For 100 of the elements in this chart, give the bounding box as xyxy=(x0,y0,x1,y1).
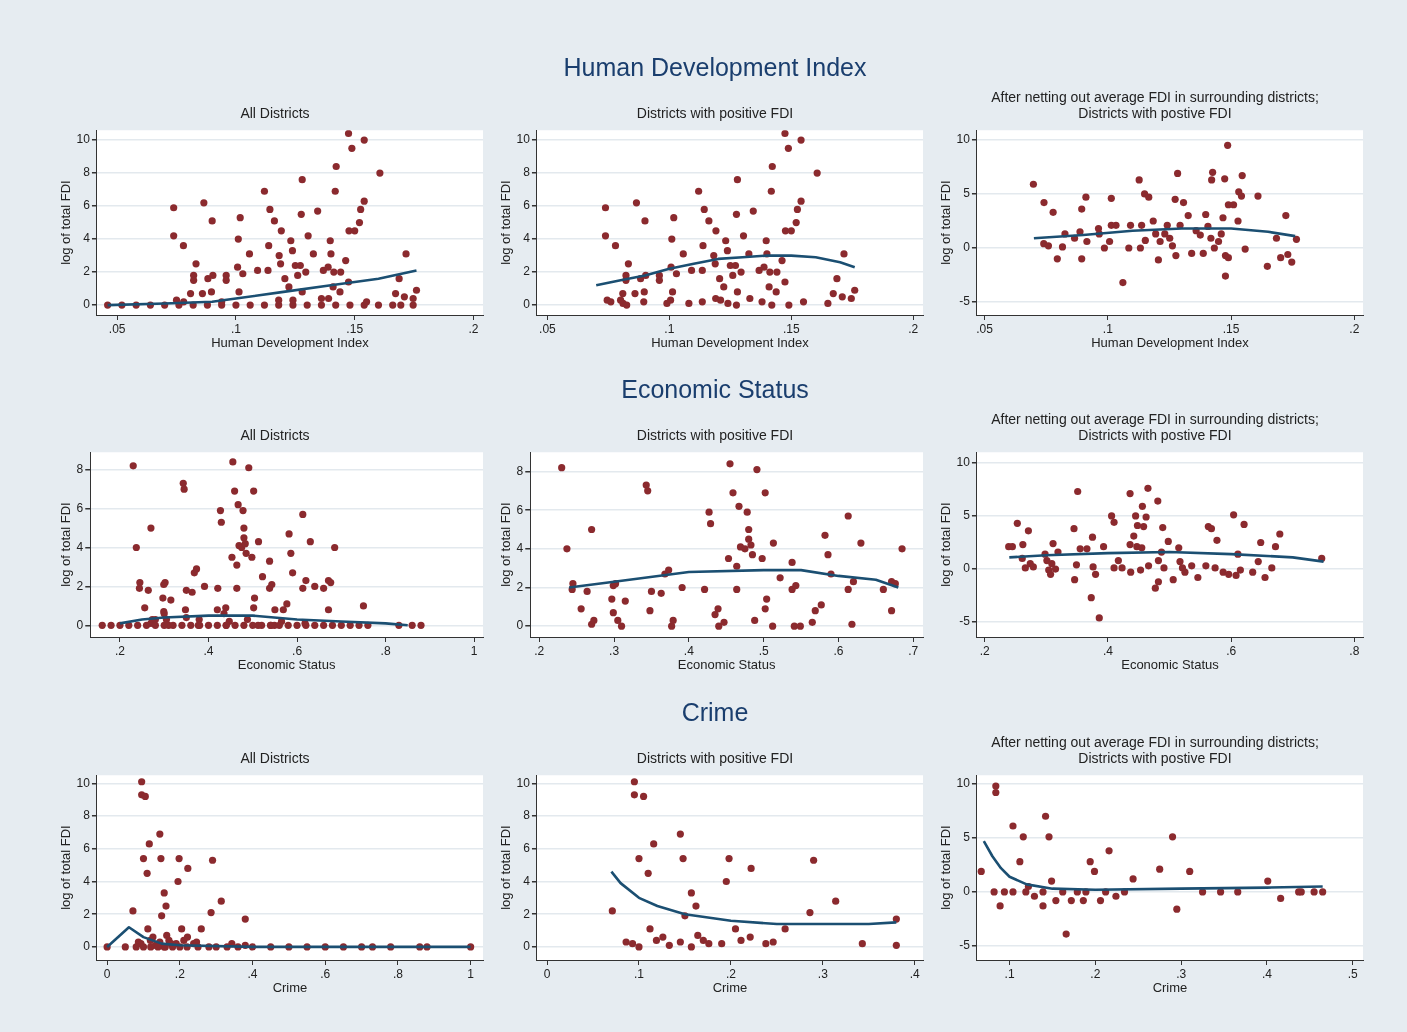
x-tick-label: .5 xyxy=(758,643,769,658)
y-tick-label: 6 xyxy=(83,841,91,856)
x-tick-label: .3 xyxy=(609,643,620,658)
y-tick-label: 0 xyxy=(83,939,91,954)
x-tick-label: .2 xyxy=(468,321,479,336)
x-axis-title: Crime xyxy=(272,979,308,995)
chart-subtitle: All Districts xyxy=(240,427,310,443)
y-tick-label: 6 xyxy=(523,198,531,213)
y-axis-title: log of total FDI xyxy=(58,180,74,265)
y-axis-title: log of total FDI xyxy=(938,180,954,265)
x-tick-label: .2 xyxy=(1090,966,1101,981)
x-tick-label: .5 xyxy=(1347,966,1359,981)
x-tick-label: .8 xyxy=(1349,643,1360,658)
y-tick-label: 0 xyxy=(516,618,524,633)
chart-subtitle: All Districts xyxy=(240,105,310,121)
y-tick-label: 8 xyxy=(76,462,84,477)
y-tick-label: 10 xyxy=(516,775,531,790)
y-axis-title: log of total FDI xyxy=(498,180,514,265)
x-axis-title: Economic Status xyxy=(237,656,336,672)
y-tick-label: 2 xyxy=(523,906,531,921)
y-tick-label: 6 xyxy=(523,841,531,856)
x-tick-label: 1 xyxy=(470,643,478,658)
y-axis-title: log of total FDI xyxy=(498,825,514,910)
chart-title: Economic Status xyxy=(620,374,810,405)
x-tick-label: .1 xyxy=(633,966,645,981)
x-tick-label: .8 xyxy=(392,966,404,981)
y-tick-label: -5 xyxy=(959,294,971,309)
y-tick-label: 8 xyxy=(516,463,524,478)
y-axis-title: log of total FDI xyxy=(58,825,74,910)
y-tick-label: 5 xyxy=(963,186,971,201)
x-tick-label: .2 xyxy=(979,643,990,658)
y-tick-label: 5 xyxy=(963,508,971,523)
y-tick-label: 2 xyxy=(516,579,524,594)
x-axis-title: Crime xyxy=(1152,979,1188,995)
y-axis-title: log of total FDI xyxy=(498,502,514,587)
y-tick-label: 0 xyxy=(963,240,971,255)
x-axis-title: Human Development Index xyxy=(211,334,370,350)
y-tick-label: 0 xyxy=(963,884,971,899)
x-tick-label: .4 xyxy=(909,966,921,981)
y-tick-label: 10 xyxy=(76,132,91,147)
y-axis-title: log of total FDI xyxy=(938,825,954,910)
x-tick-label: .2 xyxy=(908,321,919,336)
y-axis-title: log of total FDI xyxy=(58,502,74,587)
x-axis-title: Human Development Index xyxy=(1091,334,1250,350)
y-tick-label: 10 xyxy=(956,132,971,147)
x-tick-label: .15 xyxy=(1222,321,1240,336)
y-tick-label: 10 xyxy=(76,775,91,790)
x-tick-label: .15 xyxy=(346,321,364,336)
y-tick-label: 4 xyxy=(523,873,531,888)
chart-subtitle: All Districts xyxy=(240,750,310,766)
x-tick-label: .05 xyxy=(108,321,126,336)
y-tick-label: 0 xyxy=(83,297,91,312)
y-tick-label: 4 xyxy=(83,231,91,246)
chart-title: Crime xyxy=(680,697,750,728)
y-tick-label: 0 xyxy=(963,561,971,576)
chart-subtitle: Districts with positive FDI xyxy=(636,105,794,121)
y-tick-label: 10 xyxy=(956,455,971,470)
chart-subtitle: After netting out average FDI in surrounding districts; Districts with postive FDI xyxy=(991,734,1319,766)
y-tick-label: 10 xyxy=(516,132,531,147)
x-tick-label: .1 xyxy=(664,321,675,336)
x-tick-label: 1 xyxy=(467,966,475,981)
x-tick-label: .7 xyxy=(908,643,919,658)
x-tick-label: .6 xyxy=(833,643,844,658)
x-axis-title: Economic Status xyxy=(677,656,776,672)
x-tick-label: .4 xyxy=(683,643,695,658)
x-tick-label: .05 xyxy=(539,321,557,336)
y-tick-label: 0 xyxy=(523,939,531,954)
y-tick-label: 0 xyxy=(76,617,84,632)
x-tick-label: .4 xyxy=(203,643,214,658)
chart-subtitle: Districts with positive FDI xyxy=(636,427,794,443)
y-tick-label: 6 xyxy=(76,500,84,515)
y-tick-label: 4 xyxy=(516,541,524,556)
y-tick-label: 0 xyxy=(523,297,531,312)
y-axis-title: log of total FDI xyxy=(938,502,954,587)
x-tick-label: .3 xyxy=(1176,966,1187,981)
x-tick-label: .6 xyxy=(1226,643,1237,658)
y-tick-label: 2 xyxy=(83,264,91,279)
y-tick-label: 8 xyxy=(83,808,91,823)
y-tick-label: 6 xyxy=(516,502,524,517)
x-tick-label: .4 xyxy=(1102,643,1114,658)
x-tick-label: .2 xyxy=(725,966,737,981)
chart-subtitle: After netting out average FDI in surrounding districts; Districts with postive FDI xyxy=(991,411,1319,443)
x-tick-label: .4 xyxy=(1261,966,1273,981)
x-tick-label: .2 xyxy=(174,966,186,981)
x-tick-label: 0 xyxy=(103,966,111,981)
y-tick-label: 10 xyxy=(956,776,971,791)
x-tick-label: .6 xyxy=(320,966,331,981)
y-tick-label: 8 xyxy=(523,808,531,823)
y-tick-label: 5 xyxy=(963,830,971,845)
x-tick-label: .15 xyxy=(782,321,800,336)
x-tick-label: .1 xyxy=(230,321,242,336)
y-tick-label: 8 xyxy=(83,165,91,180)
chart-title: Human Development Index xyxy=(562,52,868,83)
y-tick-label: 2 xyxy=(523,264,531,279)
y-tick-label: 4 xyxy=(76,539,84,554)
x-tick-label: .2 xyxy=(1349,321,1360,336)
x-axis-title: Economic Status xyxy=(1121,656,1220,672)
y-tick-label: -5 xyxy=(959,614,971,629)
y-tick-label: 2 xyxy=(76,578,84,593)
x-tick-label: .1 xyxy=(1004,966,1015,981)
